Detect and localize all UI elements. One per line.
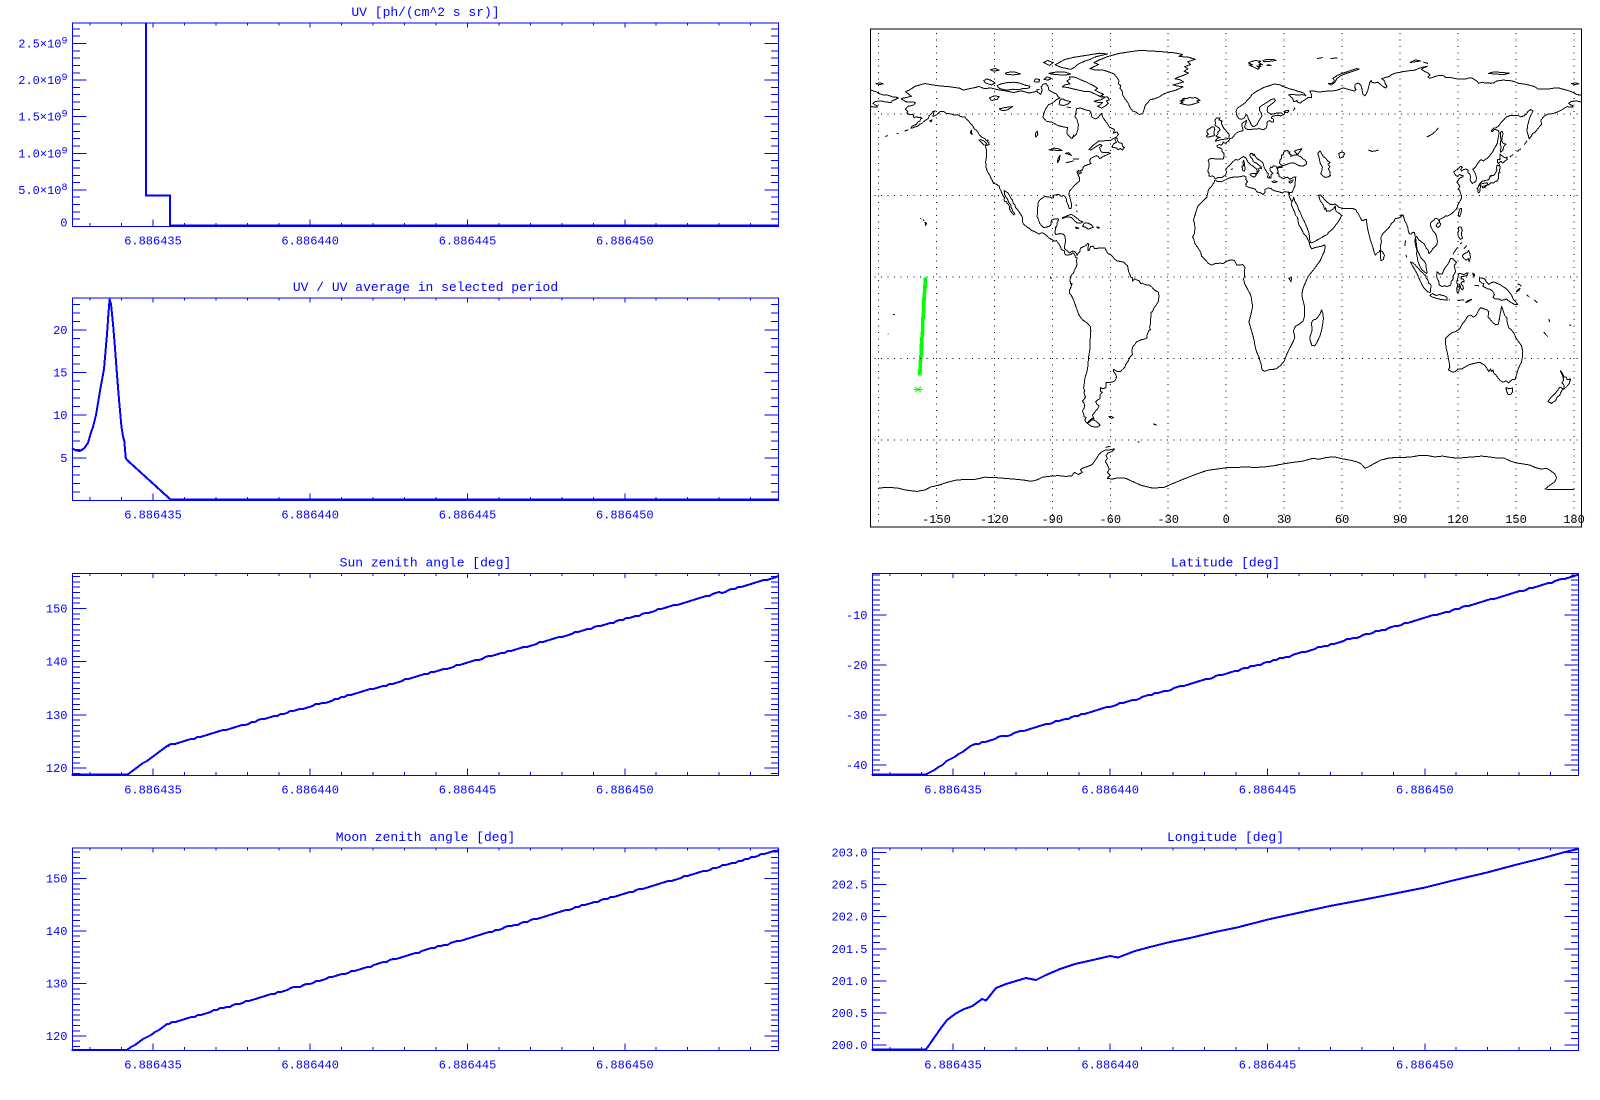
svg-text:-10: -10 <box>846 609 868 623</box>
svg-text:6.886435: 6.886435 <box>124 1059 182 1073</box>
svg-text:Latitude [deg]: Latitude [deg] <box>1171 556 1280 571</box>
svg-text:201.5: 201.5 <box>831 943 867 957</box>
svg-text:5: 5 <box>60 452 67 466</box>
svg-text:6.886435: 6.886435 <box>924 784 982 798</box>
svg-text:Moon zenith angle [deg]: Moon zenith angle [deg] <box>336 830 515 845</box>
svg-text:150: 150 <box>46 603 68 617</box>
svg-text:-30: -30 <box>1157 513 1179 527</box>
svg-text:180: 180 <box>1563 513 1585 527</box>
svg-text:1.0×109: 1.0×109 <box>18 146 67 161</box>
svg-text:6.886440: 6.886440 <box>281 1059 339 1073</box>
svg-text:6.886445: 6.886445 <box>439 1059 497 1073</box>
svg-text:2.0×109: 2.0×109 <box>18 73 67 88</box>
svg-text:130: 130 <box>46 709 68 723</box>
svg-text:6.886440: 6.886440 <box>281 784 339 798</box>
svg-text:1.5×109: 1.5×109 <box>18 110 67 125</box>
svg-text:150: 150 <box>46 873 68 887</box>
svg-text:UV [ph/(cm^2 s sr)]: UV [ph/(cm^2 s sr)] <box>351 5 499 20</box>
svg-text:15: 15 <box>53 367 67 381</box>
svg-text:6.886435: 6.886435 <box>124 509 182 523</box>
svg-text:2.5×109: 2.5×109 <box>18 37 67 52</box>
svg-text:6.886445: 6.886445 <box>1239 784 1297 798</box>
svg-text:140: 140 <box>46 656 68 670</box>
svg-text:6.886445: 6.886445 <box>439 509 497 523</box>
svg-text:20: 20 <box>53 324 67 338</box>
svg-text:-30: -30 <box>846 709 868 723</box>
svg-text:140: 140 <box>46 925 68 939</box>
svg-text:-40: -40 <box>846 759 868 773</box>
svg-text:-90: -90 <box>1041 513 1063 527</box>
svg-text:6.886445: 6.886445 <box>1239 1059 1297 1073</box>
svg-text:203.0: 203.0 <box>831 847 867 861</box>
svg-text:-120: -120 <box>980 513 1009 527</box>
svg-text:6.886450: 6.886450 <box>596 235 654 249</box>
svg-text:130: 130 <box>46 978 68 992</box>
svg-text:150: 150 <box>1505 513 1527 527</box>
svg-text:30: 30 <box>1277 513 1291 527</box>
svg-text:-150: -150 <box>922 513 951 527</box>
svg-text:6.886435: 6.886435 <box>124 784 182 798</box>
svg-text:6.886450: 6.886450 <box>1396 1059 1454 1073</box>
svg-text:6.886440: 6.886440 <box>1081 1059 1139 1073</box>
svg-text:6.886450: 6.886450 <box>596 1059 654 1073</box>
svg-text:120: 120 <box>46 762 68 776</box>
svg-text:Sun zenith angle [deg]: Sun zenith angle [deg] <box>340 556 512 571</box>
svg-text:201.0: 201.0 <box>831 975 867 989</box>
svg-text:6.886440: 6.886440 <box>1081 784 1139 798</box>
svg-text:200.0: 200.0 <box>831 1039 867 1053</box>
svg-text:90: 90 <box>1393 513 1407 527</box>
svg-text:202.0: 202.0 <box>831 911 867 925</box>
svg-text:-20: -20 <box>846 659 868 673</box>
svg-text:200.5: 200.5 <box>831 1007 867 1021</box>
svg-text:6.886445: 6.886445 <box>439 235 497 249</box>
svg-text:202.5: 202.5 <box>831 879 867 893</box>
svg-text:6.886450: 6.886450 <box>596 784 654 798</box>
svg-text:0: 0 <box>1223 513 1230 527</box>
svg-text:60: 60 <box>1335 513 1349 527</box>
svg-text:6.886440: 6.886440 <box>281 509 339 523</box>
svg-text:6.886435: 6.886435 <box>924 1059 982 1073</box>
svg-text:6.886435: 6.886435 <box>124 235 182 249</box>
svg-text:6.886450: 6.886450 <box>1396 784 1454 798</box>
svg-text:6.886445: 6.886445 <box>439 784 497 798</box>
svg-text:10: 10 <box>53 409 67 423</box>
svg-text:6.886450: 6.886450 <box>596 509 654 523</box>
svg-text:120: 120 <box>46 1030 68 1044</box>
svg-text:Longitude [deg]: Longitude [deg] <box>1167 830 1284 845</box>
svg-text:5.0×108: 5.0×108 <box>18 183 67 198</box>
svg-text:-60: -60 <box>1099 513 1121 527</box>
svg-text:120: 120 <box>1447 513 1469 527</box>
svg-text:0: 0 <box>60 217 67 231</box>
svg-text:UV / UV average in selected pe: UV / UV average in selected period <box>293 280 558 295</box>
svg-text:6.886440: 6.886440 <box>281 235 339 249</box>
